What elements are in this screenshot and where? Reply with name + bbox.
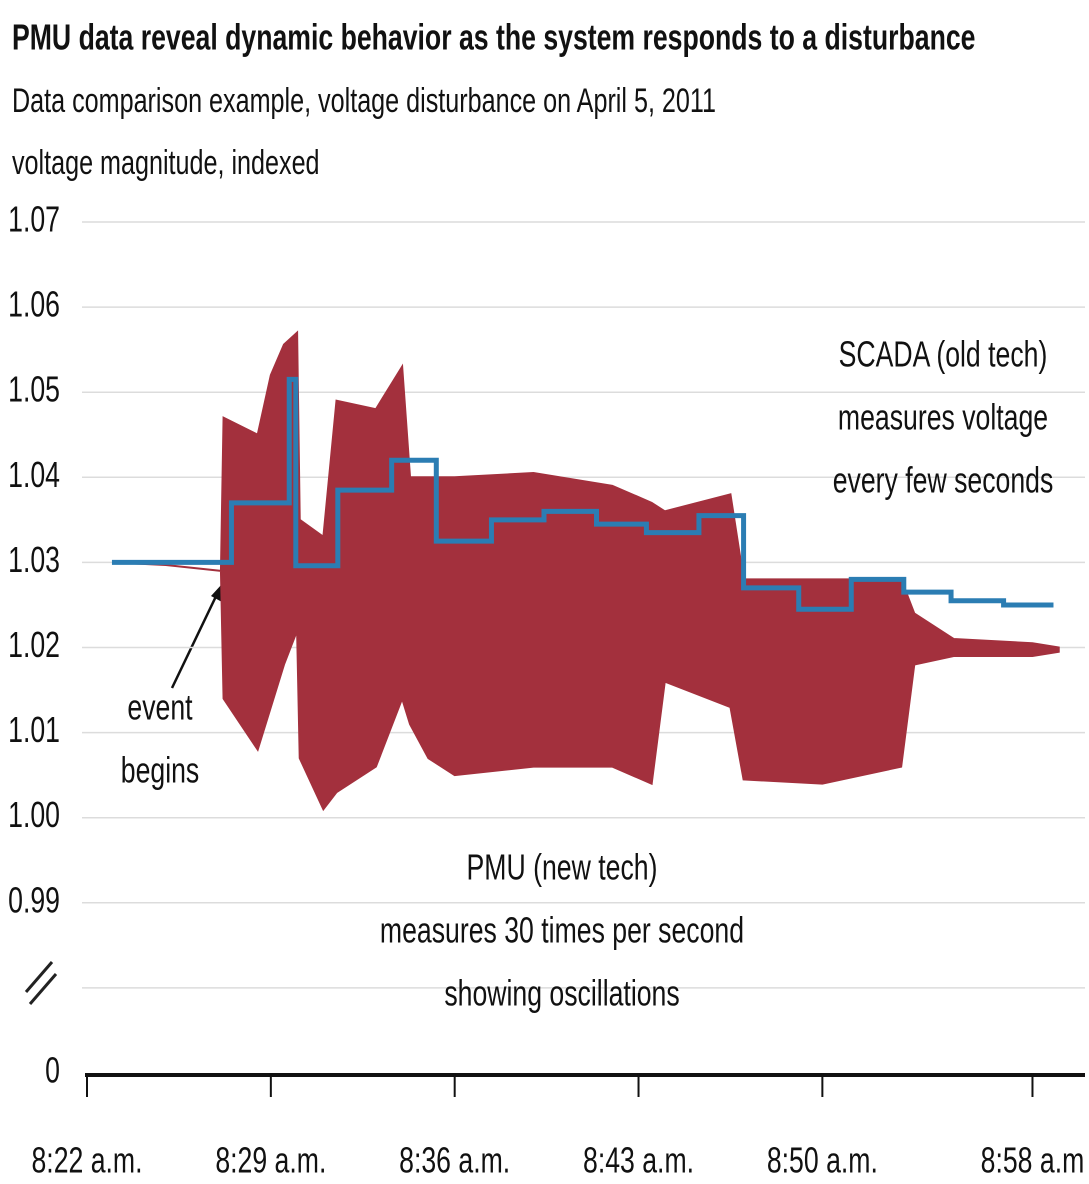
- x-tick-label: 8:50 a.m.: [767, 1140, 878, 1181]
- x-tick-label: 8:58 a.m: [981, 1140, 1085, 1181]
- annotation-arrow: [170, 589, 221, 689]
- y-tick-label: 1.07: [8, 199, 60, 240]
- y-tick-label: 1.02: [8, 624, 60, 665]
- y-tick-label: 1.01: [8, 709, 60, 750]
- pmu-band: [113, 330, 1060, 812]
- y-tick-label: 1.06: [8, 284, 60, 325]
- y-tick-label: 1.00: [8, 794, 60, 835]
- y-tick-label: 0.99: [8, 879, 60, 920]
- axis-break: [24, 961, 58, 1005]
- y-tick-label: 1.04: [8, 454, 60, 495]
- annotation: PMU (new tech): [467, 847, 658, 888]
- y-axis-label: voltage magnitude, indexed: [12, 144, 320, 182]
- chart-title: PMU data reveal dynamic behavior as the …: [12, 17, 975, 58]
- x-tick-label: 8:29 a.m.: [215, 1140, 326, 1181]
- break-mark: [24, 961, 54, 993]
- scada-line: [111, 376, 1054, 612]
- annotation: showing oscillations: [444, 973, 679, 1014]
- x-tick-label: 8:22 a.m.: [31, 1140, 142, 1181]
- annotation: measures 30 times per second: [380, 910, 744, 951]
- annotation: begins: [121, 750, 199, 791]
- annotation: event: [127, 687, 192, 728]
- y-tick-label: 1.03: [8, 539, 60, 580]
- annotation: SCADA (old tech): [839, 334, 1048, 375]
- y-tick-label: 0: [45, 1050, 60, 1091]
- arrow-head: [211, 584, 222, 602]
- annotation: measures voltage: [838, 397, 1048, 438]
- y-tick-label: 1.05: [8, 369, 60, 410]
- annotation: every few seconds: [833, 460, 1054, 501]
- break-mark: [28, 973, 58, 1005]
- chart-subtitle: Data comparison example, voltage disturb…: [12, 82, 716, 120]
- x-tick-label: 8:43 a.m.: [583, 1140, 694, 1181]
- x-tick-label: 8:36 a.m.: [399, 1140, 510, 1181]
